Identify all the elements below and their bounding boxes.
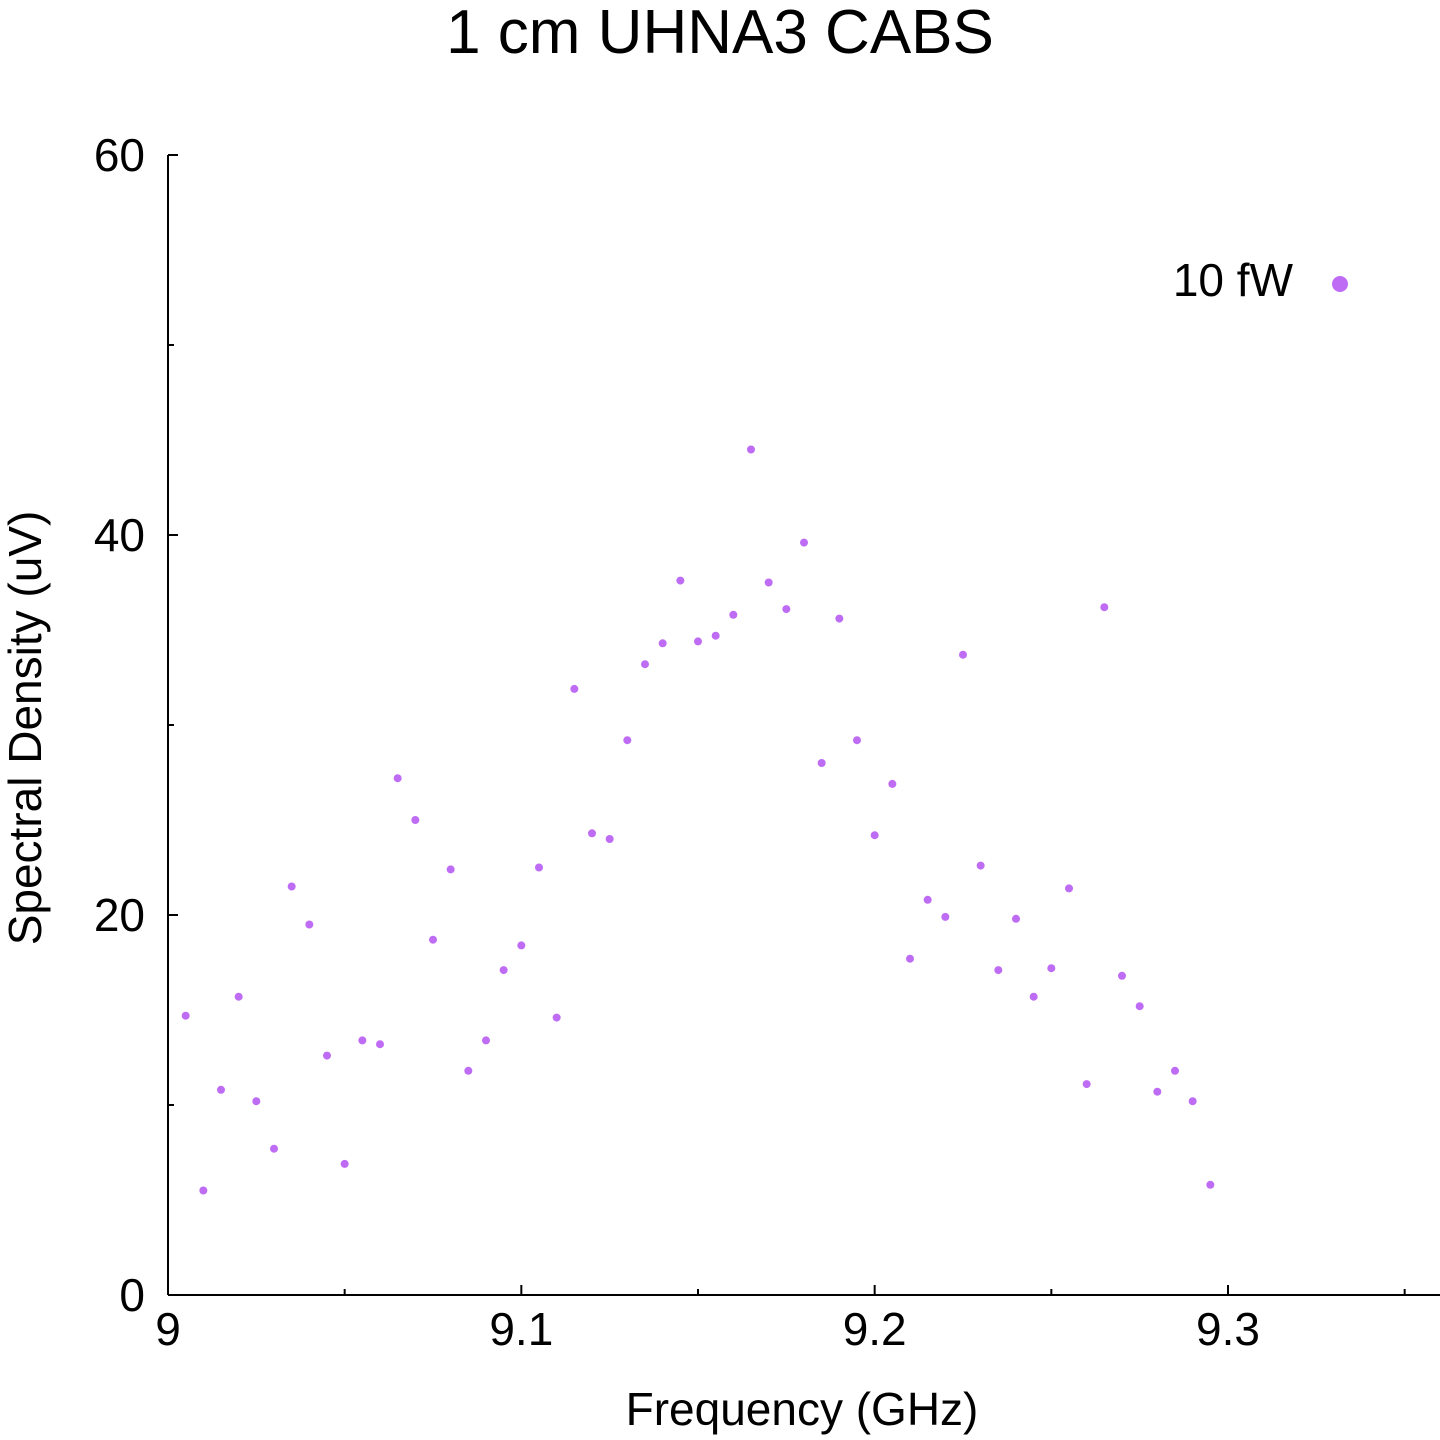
data-point [588,829,596,838]
data-point [1135,1002,1144,1011]
data-point [234,992,243,1001]
x-tick-label: 9.3 [1196,1303,1260,1355]
data-point [1118,971,1126,980]
data-point [499,966,508,975]
data-point [1065,884,1073,893]
data-point [305,920,314,929]
legend: 10 fW [1173,254,1348,306]
data-point [976,861,985,870]
data-point [923,895,932,904]
y-tick-label: 60 [94,129,145,181]
data-point [482,1036,490,1045]
data-point [287,882,296,891]
x-axis-label: Frequency (GHz) [626,1383,979,1435]
y-tick-label: 0 [119,1269,145,1321]
x-ticks: 9 9.1 9.2 9.3 [155,1285,1406,1355]
data-point [1153,1087,1162,1096]
data-point [181,1011,190,1020]
y-tick-label: 20 [94,889,145,941]
data-point [888,779,897,788]
data-point [358,1036,367,1045]
data-point [676,576,685,585]
data-point [393,774,402,783]
data-point [411,816,420,824]
data-points [181,445,1215,1195]
data-point [446,865,455,874]
legend-label: 10 fW [1173,254,1294,306]
data-point [1029,992,1038,1001]
data-point [1012,914,1020,923]
data-point [906,954,914,963]
data-point [535,863,543,872]
data-point [870,831,879,840]
data-point [782,605,791,614]
data-point [994,966,1003,975]
data-point [711,631,720,640]
data-point [941,912,950,921]
data-point [641,660,649,669]
data-point [747,445,755,454]
data-point [464,1066,473,1075]
data-point [517,941,526,950]
data-point [217,1085,225,1094]
data-point [694,637,702,646]
data-point [623,736,632,745]
data-point [570,684,579,693]
data-point [323,1051,331,1060]
data-point [252,1097,261,1106]
x-tick-label: 9.2 [843,1303,907,1355]
data-point [429,935,437,944]
data-point [817,759,826,767]
legend-marker [1332,276,1348,292]
data-point [959,650,967,659]
data-point [605,835,614,843]
data-point [1188,1097,1197,1106]
data-point [340,1159,349,1168]
data-point [835,614,844,623]
y-tick-label: 40 [94,509,145,561]
data-point [1171,1066,1179,1075]
data-point [764,578,773,587]
data-point [1206,1180,1215,1189]
data-point [729,610,738,619]
y-axis-label: Spectral Density (uV) [0,511,51,946]
data-point [552,1013,561,1022]
chart-title: 1 cm UHNA3 CABS [446,0,994,67]
data-point [853,736,861,745]
data-point [270,1144,278,1153]
x-tick-label: 9.1 [489,1303,553,1355]
data-point [1047,964,1056,973]
data-point [199,1186,208,1195]
data-point [800,538,808,547]
data-point [658,639,667,648]
data-point [1082,1080,1091,1089]
y-ticks: 0 20 40 60 [94,129,178,1321]
data-point [1100,603,1109,612]
data-point [376,1040,384,1049]
x-tick-label: 9 [155,1303,181,1355]
